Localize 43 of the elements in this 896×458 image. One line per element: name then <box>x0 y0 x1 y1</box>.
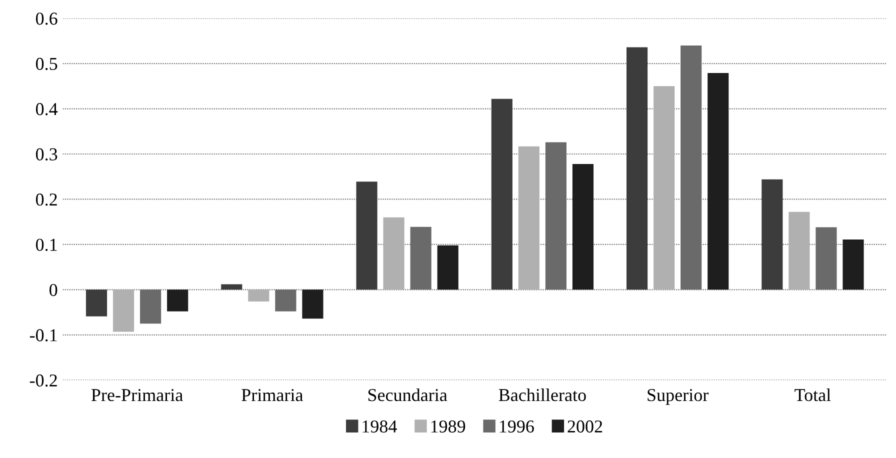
bar <box>86 290 108 316</box>
y-tick-label: -0.1 <box>30 329 57 342</box>
bar <box>112 290 134 332</box>
y-tick-label: 0.4 <box>36 103 58 116</box>
bar <box>572 164 594 290</box>
bar <box>437 245 458 290</box>
bar <box>762 179 783 290</box>
bar <box>302 290 324 319</box>
legend-label: 1989 <box>431 420 466 433</box>
legend-label: 1984 <box>362 420 397 433</box>
y-tick-label: 0.6 <box>36 12 58 25</box>
bar <box>275 290 296 312</box>
legend-label: 1996 <box>500 420 534 433</box>
legend-label: 2002 <box>568 420 602 433</box>
y-tick-label: 0 <box>50 284 58 296</box>
bar <box>383 217 404 290</box>
bar <box>842 239 864 290</box>
bar <box>680 45 702 290</box>
bar <box>221 284 242 290</box>
bar <box>167 290 188 312</box>
bar <box>248 290 270 302</box>
x-tick-label: Bachillerato <box>498 388 586 402</box>
x-tick-label: Pre-Primaria <box>91 389 183 402</box>
bar <box>788 212 810 290</box>
x-tick-label: Primaria <box>242 389 304 402</box>
bar <box>545 142 566 290</box>
bar <box>654 86 675 290</box>
y-tick-label: 0.3 <box>36 148 58 161</box>
bar <box>356 182 378 290</box>
bar <box>708 73 729 290</box>
x-tick-label: Total <box>794 388 831 402</box>
bar <box>491 98 512 290</box>
bar <box>410 226 432 290</box>
bar <box>816 227 837 290</box>
x-tick-label: Superior <box>648 389 709 405</box>
bar <box>626 47 648 290</box>
x-tick-label: Secundaria <box>368 388 448 402</box>
bar <box>140 290 162 324</box>
y-tick-label: 0.2 <box>36 193 57 206</box>
y-tick-label: 0.1 <box>36 238 57 251</box>
bar <box>518 146 540 290</box>
y-tick-label: 0.5 <box>36 58 58 70</box>
y-tick-label: -0.2 <box>30 374 57 387</box>
